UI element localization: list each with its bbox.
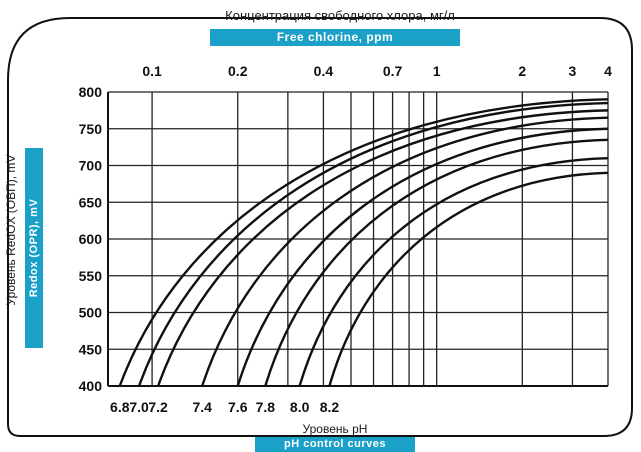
rounded-border (7, 17, 633, 437)
ph-label: 8.0 (290, 399, 310, 415)
left-axis-title-ru: Уровень RedOX (ОВП), mV (4, 154, 18, 306)
chlorine-tick-label: 2 (518, 63, 526, 79)
y-tick-labels: 400 450 500 550 600 650 700 750 800 (79, 84, 103, 394)
curve-ph-7.4 (201, 116, 609, 387)
ph-label: 7.6 (228, 399, 248, 415)
y-tick-label: 700 (79, 158, 103, 174)
left-axis-title-en-wrap: Redox (OPR), mV (25, 148, 43, 348)
left-axis-title-ru-wrap: Уровень RedOX (ОВП), mV (0, 90, 22, 370)
chlorine-tick-label: 0.1 (142, 63, 162, 79)
left-axis-title-en: Redox (OPR), mV (28, 198, 40, 298)
ph-label: 7.4 (192, 399, 212, 415)
y-tick-label: 750 (79, 121, 103, 137)
curve-ph-8.2 (328, 171, 609, 387)
y-tick-label: 800 (79, 84, 103, 100)
bottom-axis-title-en: pH control curves (255, 437, 415, 452)
curve-ph-7.0 (137, 101, 609, 387)
curve-ph-8.0 (298, 156, 609, 387)
bottom-axis-title-ru: Уровень pH (302, 422, 368, 436)
ph-label: 8.2 (320, 399, 340, 415)
chlorine-tick-label: 0.2 (228, 63, 248, 79)
chlorine-tick-labels: 0.1 0.2 0.4 0.7 1 2 3 4 (142, 63, 612, 79)
curve-ph-6.8 (118, 98, 609, 387)
chlorine-tick-label: 4 (604, 63, 612, 79)
chlorine-tick-label: 1 (433, 63, 441, 79)
chlorine-tick-label: 0.7 (383, 63, 403, 79)
curve-ph-7.6 (236, 127, 609, 387)
curve-ph-7.8 (264, 138, 609, 387)
top-axis-title-ru: Концентрация свободного хлора, мг/л (225, 8, 455, 23)
y-tick-label: 550 (79, 268, 103, 284)
chlorine-tick-label: 0.4 (314, 63, 334, 79)
curve-ph-7.2 (156, 109, 609, 387)
y-tick-label: 500 (79, 305, 103, 321)
curves (118, 98, 609, 387)
y-tick-label: 600 (79, 231, 103, 247)
chlorine-tick-label: 3 (569, 63, 577, 79)
ph-label: 7.8 (256, 399, 276, 415)
y-tick-label: 650 (79, 194, 103, 210)
y-tick-label: 400 (79, 378, 103, 394)
top-axis-title-en: Free chlorine, ppm (210, 29, 460, 46)
ph-label: 7.2 (148, 399, 168, 415)
grid (107, 91, 609, 387)
ph-label: 6.8 (110, 399, 130, 415)
y-tick-label: 450 (79, 341, 103, 357)
ph-labels: 6.8 7.0 7.2 7.4 7.6 7.8 8.0 8.2 (110, 399, 339, 415)
ph-label: 7.0 (129, 399, 149, 415)
